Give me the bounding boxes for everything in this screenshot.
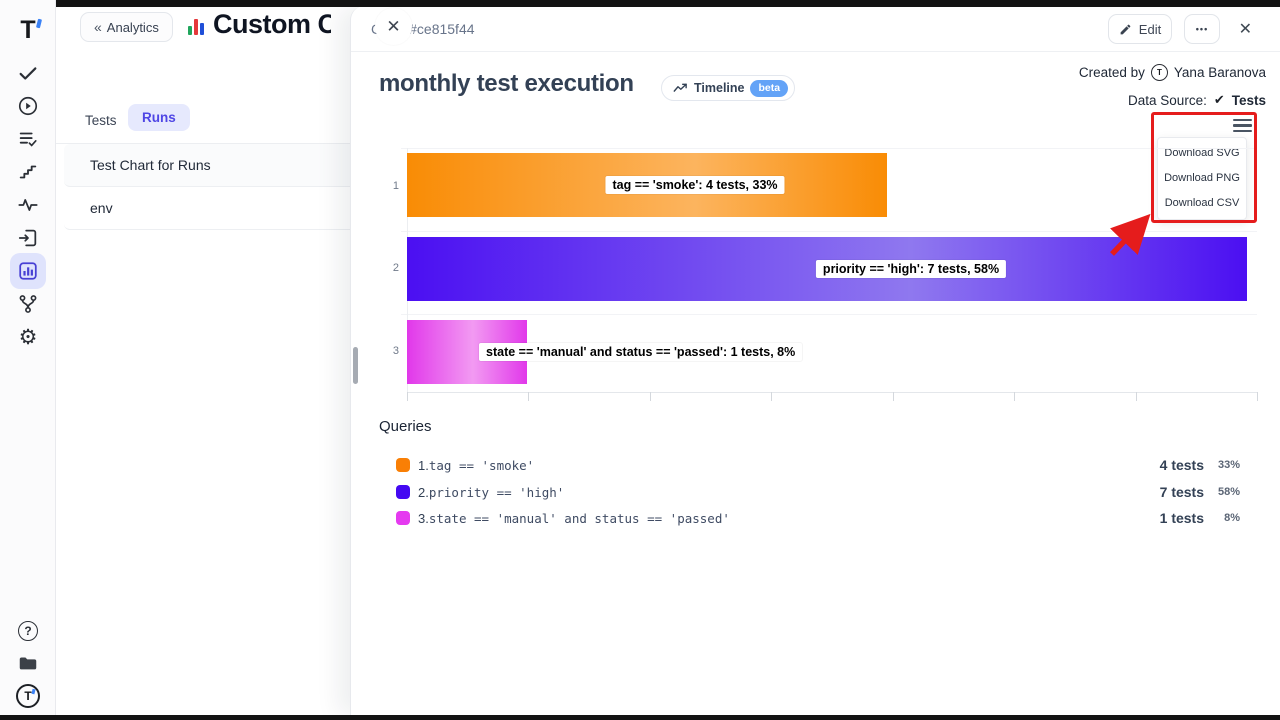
chart-menu-hamburger-icon[interactable] xyxy=(1233,119,1252,132)
created-by-label: Created by xyxy=(1078,65,1145,80)
runs-play-icon[interactable] xyxy=(10,88,46,124)
query-number: 1. xyxy=(418,457,429,473)
query-color-swatch xyxy=(396,458,410,472)
window-bottom-bar xyxy=(0,715,1280,720)
more-options-button[interactable]: ••• xyxy=(1184,14,1220,44)
panel-divider xyxy=(56,143,350,144)
query-percent: 33% xyxy=(1217,459,1240,471)
row-separator xyxy=(401,148,1257,149)
author-avatar: T xyxy=(1150,64,1168,81)
profile-avatar[interactable]: T xyxy=(10,678,46,714)
list-item-test-chart-for-runs[interactable]: Test Chart for Runs xyxy=(64,144,350,187)
help-icon[interactable]: ? xyxy=(10,613,46,649)
query-text: priority == 'high' xyxy=(428,484,565,500)
download-menu: Download SVG Download PNG Download CSV xyxy=(1157,137,1247,220)
bar-label: priority == 'high': 7 tests, 58% xyxy=(815,260,1007,278)
chevron-left-icon: « xyxy=(94,19,102,35)
x-axis-line xyxy=(407,392,1257,393)
bar-label: tag == 'smoke': 4 tests, 33% xyxy=(605,176,785,194)
beta-badge: beta xyxy=(750,79,789,97)
query-percent: 8% xyxy=(1224,512,1240,524)
category-label-1: 1 xyxy=(392,180,399,192)
chart-title: monthly test execution xyxy=(379,70,634,97)
back-to-analytics-button[interactable]: « Analytics xyxy=(80,12,173,42)
pulse-activity-icon[interactable] xyxy=(10,187,46,223)
tests-check-icon[interactable] xyxy=(10,55,46,91)
query-percent: 58% xyxy=(1217,486,1240,498)
data-source-value: Tests xyxy=(1231,92,1266,108)
edit-button[interactable]: Edit xyxy=(1108,14,1172,44)
query-color-swatch xyxy=(396,485,410,499)
query-tests-count: 4 tests xyxy=(1159,457,1204,473)
query-text: tag == 'smoke' xyxy=(428,457,535,473)
query-tests-count: 1 tests xyxy=(1159,510,1204,526)
chart-modal: Chart #ce815f44 Edit ••• ✕ monthly test … xyxy=(350,6,1280,715)
modal-close-icon[interactable]: ✕ xyxy=(1238,21,1252,38)
trend-line-icon xyxy=(673,83,687,92)
window-top-bar xyxy=(56,0,1280,7)
panel-title: Custom Ch xyxy=(213,9,331,39)
edit-label: Edit xyxy=(1138,21,1162,37)
data-source-label: Data Source: xyxy=(1128,92,1207,108)
timeline-toggle-button[interactable]: Timeline beta xyxy=(661,75,796,101)
panel-close-icon[interactable]: ✕ xyxy=(375,8,412,45)
bar-label: state == 'manual' and status == 'passed'… xyxy=(479,343,803,361)
queries-heading: Queries xyxy=(379,418,432,435)
menu-item-download-svg[interactable]: Download SVG xyxy=(1164,147,1240,159)
list-item-env[interactable]: env xyxy=(64,187,350,230)
tab-runs[interactable]: Runs xyxy=(128,104,190,131)
bar-priority-high[interactable]: priority == 'high': 7 tests, 58% xyxy=(407,237,1247,301)
query-color-swatch xyxy=(396,511,410,525)
data-source: Data Source: ✔ Tests xyxy=(1128,92,1266,108)
projects-folder-icon[interactable] xyxy=(10,645,46,681)
test-plans-list-icon[interactable] xyxy=(10,121,46,157)
red-bar xyxy=(194,19,198,35)
check-icon: ✔ xyxy=(1213,92,1225,107)
modal-scrollbar-thumb[interactable] xyxy=(353,347,358,384)
menu-item-download-csv[interactable]: Download CSV xyxy=(1164,197,1240,209)
green-bar xyxy=(188,26,192,35)
query-row-3: 3. state == 'manual' and status == 'pass… xyxy=(396,508,1240,528)
x-axis-ticks xyxy=(407,392,1258,401)
timeline-label: Timeline xyxy=(694,81,745,95)
author-name: Yana Baranova xyxy=(1173,65,1266,80)
category-label-3: 3 xyxy=(392,345,399,357)
import-icon[interactable] xyxy=(10,220,46,256)
milestones-steps-icon[interactable] xyxy=(10,154,46,190)
colored-chart-icon xyxy=(185,15,207,37)
settings-gear-icon[interactable]: ⚙ xyxy=(18,325,38,349)
row-separator xyxy=(401,314,1257,315)
modal-header: Chart #ce815f44 Edit ••• ✕ xyxy=(351,6,1280,52)
charts-panel: « Analytics Custom Ch ✕ Tests Runs Test … xyxy=(56,0,412,720)
created-by: Created by T Yana Baranova xyxy=(1079,64,1266,81)
avatar-logo-accent xyxy=(30,688,35,695)
query-row-1: 1. tag == 'smoke' 4 tests 33% xyxy=(396,455,1240,475)
analytics-chart-icon[interactable] xyxy=(10,253,46,289)
logo-accent xyxy=(35,18,42,28)
app-rail: T ⚙ ? xyxy=(0,0,56,720)
bar-tag-smoke[interactable]: tag == 'smoke': 4 tests, 33% xyxy=(407,153,887,217)
query-text: state == 'manual' and status == 'passed' xyxy=(428,510,730,526)
row-separator xyxy=(401,231,1257,232)
pencil-icon xyxy=(1120,24,1131,34)
bar-state-manual-passed[interactable]: state == 'manual' and status == 'passed'… xyxy=(407,320,803,384)
app-logo[interactable]: T xyxy=(10,12,46,48)
back-button-label: Analytics xyxy=(106,19,159,35)
query-number: 3. xyxy=(418,510,429,526)
tab-tests[interactable]: Tests xyxy=(85,113,117,128)
query-tests-count: 7 tests xyxy=(1159,484,1204,500)
menu-item-download-png[interactable]: Download PNG xyxy=(1164,172,1240,184)
query-number: 2. xyxy=(418,484,429,500)
category-label-2: 2 xyxy=(392,262,399,274)
query-row-2: 2. priority == 'high' 7 tests 58% xyxy=(396,482,1240,502)
branches-git-icon[interactable] xyxy=(10,286,46,322)
blue-bar xyxy=(200,23,204,35)
